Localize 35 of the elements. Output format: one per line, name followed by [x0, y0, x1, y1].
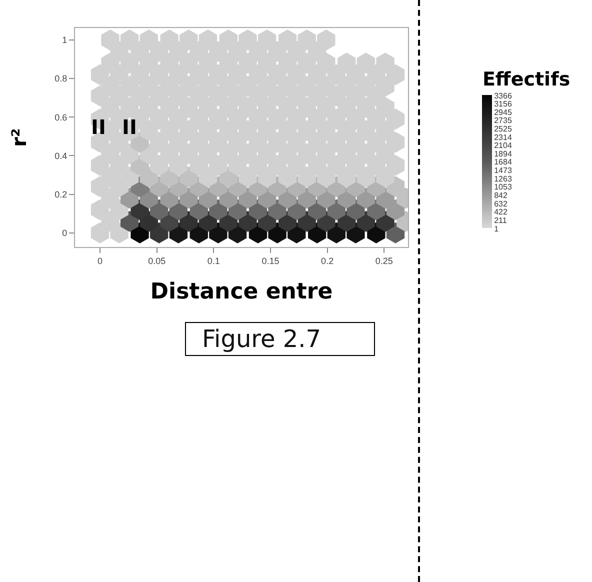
color-bar-label: 211 — [494, 216, 508, 225]
x-tick-label: 0.2 — [321, 256, 334, 266]
y-tick-label: 1 — [62, 35, 68, 46]
color-bar-label: 1263 — [494, 174, 512, 184]
y-tick-label: 0.6 — [54, 112, 68, 122]
color-bar-label: 2314 — [494, 132, 512, 142]
color-bar-label: 1 — [494, 224, 500, 234]
y-axis-title: r² — [7, 128, 32, 147]
annotation: II — [91, 115, 106, 139]
y-tick-label: 0.4 — [54, 150, 68, 161]
x-tick-label: 0.25 — [375, 256, 393, 266]
color-bar-label: 3156 — [494, 100, 512, 109]
color-bar-label: 2735 — [494, 116, 512, 126]
x-tick-label: 0.1 — [207, 256, 220, 266]
color-bar-label: 2104 — [494, 141, 512, 150]
x-tick-label: 0.15 — [262, 256, 280, 266]
annotation: II — [122, 115, 137, 139]
color-bar-label: 2525 — [494, 124, 512, 134]
color-bar-label: 1053 — [494, 182, 512, 192]
color-bar-title: Effectifs — [482, 68, 570, 91]
x-axis-title: Distance entre — [150, 280, 333, 305]
y-tick-label: 0.8 — [54, 74, 68, 84]
color-bar-label: 1473 — [494, 166, 512, 176]
caption: Figure 2.7 — [185, 322, 375, 356]
color-bar-label: 2945 — [494, 108, 512, 117]
color-bar-label: 632 — [494, 199, 508, 208]
y-tick-label: 0 — [62, 228, 68, 238]
color-bar-label: 3366 — [494, 91, 512, 100]
x-tick-label: 0 — [97, 256, 103, 266]
color-bar-label: 1684 — [494, 158, 512, 167]
color-bar-label: 842 — [494, 191, 508, 200]
color-bar-label: 422 — [494, 208, 508, 217]
x-tick-label: 0.05 — [148, 256, 166, 266]
color-bar-label: 1894 — [494, 149, 512, 158]
y-tick-label: 0.2 — [54, 189, 68, 200]
